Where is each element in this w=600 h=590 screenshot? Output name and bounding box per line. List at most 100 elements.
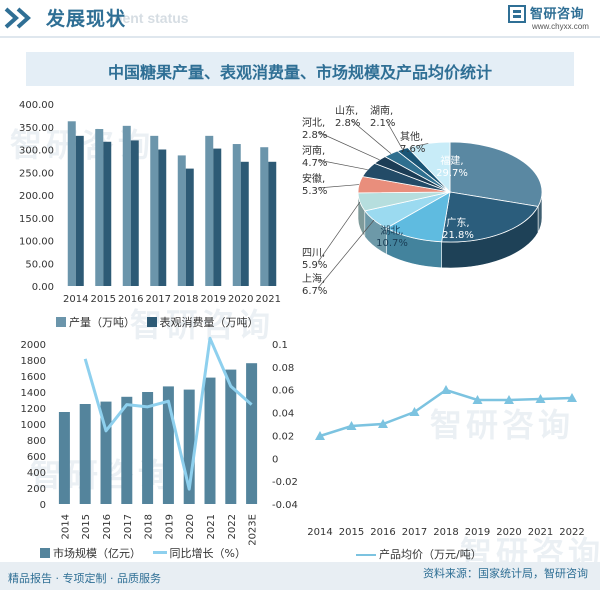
bar-consumption	[240, 161, 249, 286]
x-tick-label: 2020	[185, 514, 196, 539]
legend-item: 表观消费量（万吨）	[146, 316, 259, 329]
y-tick-label: 350.00	[19, 123, 54, 134]
bar-production	[122, 125, 131, 286]
y-tick-label-right: -0.02	[272, 477, 298, 488]
x-tick-label: 2019	[201, 294, 226, 305]
average-price-svg: 2014 2015 2016 2017 2018 2019 2020 2021 2022	[307, 385, 585, 538]
production-consumption-chart: 0.00 50.00 100.00 150.00 200.00 250.00 300.00 3…	[0, 96, 300, 346]
pie-label: 福建,	[440, 154, 463, 167]
production-consumption-svg: 0.00 50.00 100.00 150.00 200.00 250.00 300.00 3…	[19, 100, 281, 305]
x-tick-label: 2021	[256, 294, 281, 305]
x-tick-label: 2019	[465, 527, 490, 538]
x-tick-label: 2018	[144, 514, 155, 539]
pie-label: 河南,	[302, 144, 325, 157]
legend-label: 产品均价（万元/吨）	[379, 548, 482, 561]
pie-value-label: 2.8%	[302, 130, 327, 141]
pie-label: 山东,	[335, 104, 358, 117]
legend-item: 同比增长（%）	[152, 547, 246, 560]
price-point-marker	[472, 395, 483, 404]
y-tick-label-right: 0.1	[272, 340, 288, 351]
brand-logo-icon	[508, 5, 526, 23]
y-tick-label-right: 0.04	[272, 409, 294, 420]
price-point-marker	[315, 431, 325, 440]
y-tick-label-left: 1200	[21, 404, 46, 415]
pie-leader-line	[317, 201, 361, 263]
bar-consumption	[103, 141, 112, 286]
chart-main-title: 中国糖果产量、表观消费量、市场规模及产品均价统计	[107, 63, 492, 82]
x-tick-label: 2020	[496, 527, 521, 538]
pie-value-label: 29.7%	[436, 168, 468, 179]
x-tick-label: 2018	[433, 527, 458, 538]
chevron-right-icon	[4, 7, 31, 29]
pie-value-label: 21.8%	[442, 230, 474, 241]
pie-value-label: 2.1%	[370, 118, 395, 129]
bar-market-size	[79, 404, 91, 504]
y-tick-label-left: 200	[27, 484, 46, 495]
bar-production	[177, 155, 186, 286]
growth-line	[83, 336, 253, 491]
bar-market-size	[162, 386, 174, 504]
pie-leader-line	[317, 159, 368, 171]
y-tick-label: 200.00	[19, 191, 54, 202]
page-footer: 精品报告 · 专项定制 · 品质服务 资料来源：国家统计局，智研咨询	[0, 562, 600, 590]
header-title: 发展现状	[46, 8, 127, 30]
header-subtitle: ment status	[110, 10, 189, 26]
x-tick-label: 2014	[63, 294, 88, 305]
pie-leader-line	[415, 143, 429, 147]
bar-consumption	[130, 140, 139, 286]
pie-value-label: 10.7%	[376, 238, 408, 249]
bar-production	[67, 121, 76, 286]
y-tick-label: 250.00	[19, 168, 54, 179]
x-tick-label: 2023E	[248, 514, 259, 546]
pie-slice-其他	[407, 141, 451, 194]
pie-value-label: 2.8%	[335, 118, 360, 129]
pie-slice-广东	[441, 191, 539, 243]
x-tick-label: 2016	[370, 527, 395, 538]
x-tick-label: 2022	[559, 527, 584, 538]
brand-url: www.chyxx.com	[532, 22, 589, 31]
bar-consumption	[185, 168, 194, 286]
legend-item: 产品均价（万元/吨）	[356, 548, 482, 561]
chart3-legend: 市场规模（亿元） 同比增长（%）	[40, 545, 254, 561]
pie-label: 上海,	[302, 272, 325, 285]
y-tick-label-left: 1800	[21, 356, 46, 367]
price-line	[319, 388, 573, 438]
price-point-marker	[441, 385, 451, 394]
y-tick-label-left: 1600	[21, 372, 46, 383]
pie-leader-line	[350, 119, 392, 154]
page-header: ment status 发展现状 智研咨询 www.chyxx.com	[0, 0, 600, 36]
price-point-marker	[567, 393, 577, 402]
pie-leader-line	[385, 119, 403, 150]
bar-production	[150, 135, 159, 286]
legend-item: 产量（万吨）	[56, 316, 135, 329]
y-tick-label-right: 0.08	[272, 363, 294, 374]
y-tick-label: 0.00	[32, 282, 54, 293]
y-tick-label-right: -0.04	[272, 500, 298, 511]
x-tick-label: 2017	[123, 514, 134, 539]
legend-label: 同比增长（%）	[169, 547, 246, 560]
x-tick-label: 2016	[118, 294, 143, 305]
x-tick-label: 2017	[402, 527, 427, 538]
bar-market-size	[121, 396, 133, 504]
footer-slogan: 精品报告 · 专项定制 · 品质服务	[8, 572, 161, 585]
x-tick-label: 2014	[307, 527, 332, 538]
price-point-marker	[346, 421, 357, 430]
market-size-chart: 0 200 400 600 800 1000 1200 1400 1600 1800 2000 -0.…	[0, 334, 300, 560]
price-point-marker	[409, 407, 420, 416]
bar-consumption	[75, 135, 84, 286]
bar-market-size	[58, 412, 70, 504]
pie-value-label: 7.6%	[400, 144, 425, 155]
region-share-pie-svg: 福建,29.7% 广东,21.8% 湖北,10.7% 上海,6.7% 四川,5.9% 安徽…	[302, 104, 543, 297]
price-point-marker	[504, 395, 514, 404]
pie-label: 安徽,	[302, 172, 325, 185]
y-tick-label-left: 1000	[21, 420, 46, 431]
header-divider	[0, 36, 600, 38]
x-tick-label: 2020	[228, 294, 253, 305]
average-price-chart: 2014 2015 2016 2017 2018 2019 2020 2021 2022 产品均…	[300, 334, 600, 561]
legend-label: 市场规模（亿元）	[53, 547, 141, 560]
bar-market-size	[246, 363, 258, 504]
pie-label: 河北,	[302, 117, 325, 129]
x-tick-label: 2014	[60, 514, 71, 539]
region-share-pie-chart: 福建, 29.7% 广东, 21.8% 湖北, 10.7% 上海, 6.7% 四川, 5.9% 安徽…	[290, 96, 590, 336]
pie-value-label: 6.7%	[302, 286, 327, 297]
